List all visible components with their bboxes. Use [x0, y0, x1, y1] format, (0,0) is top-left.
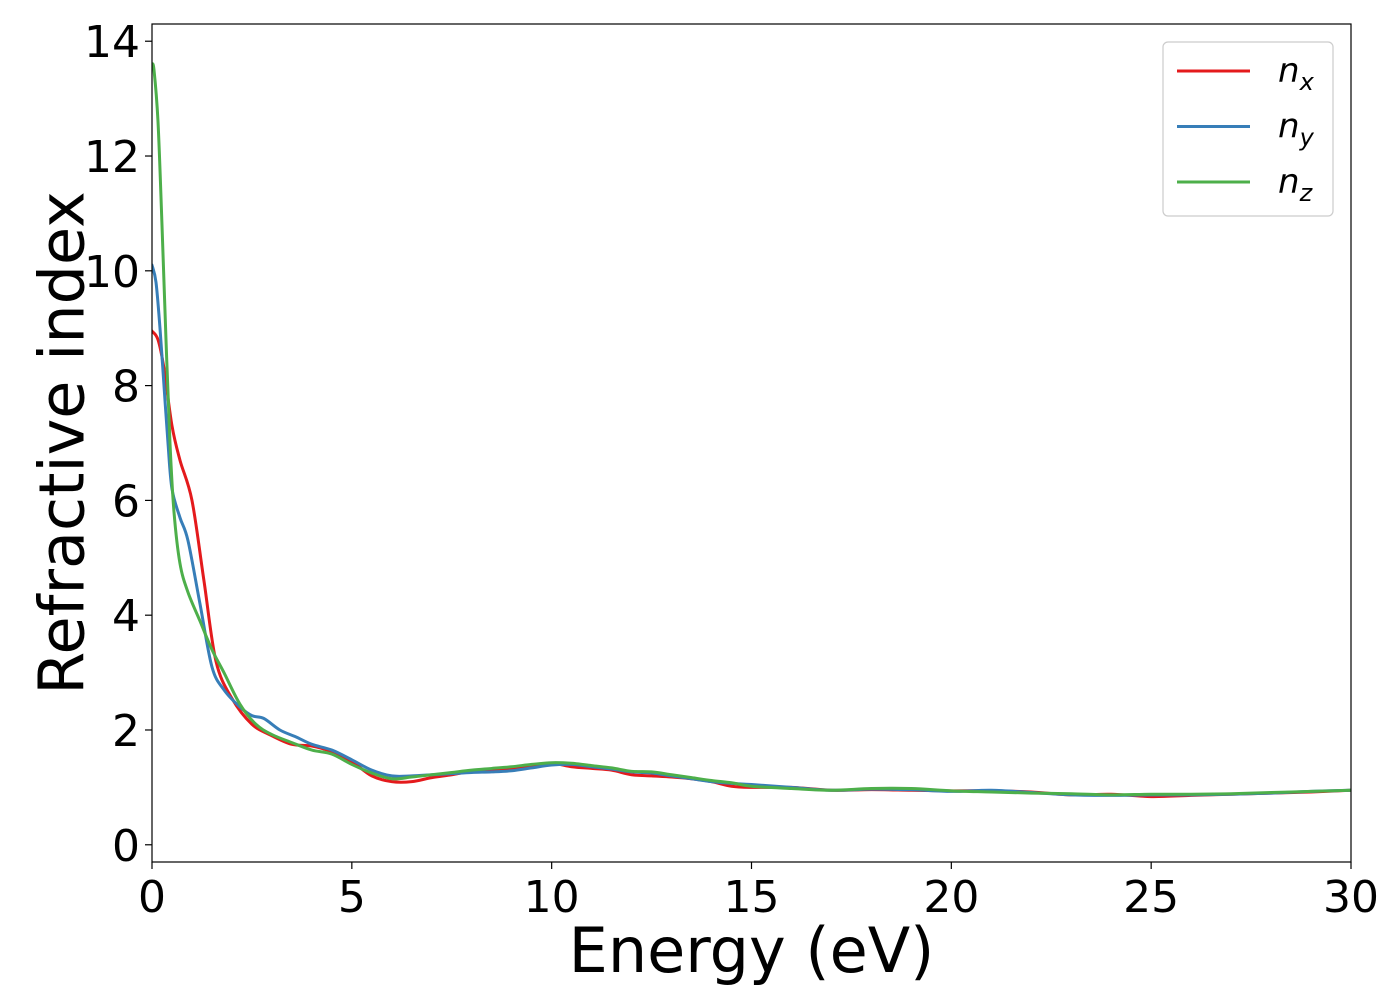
x-tick-label: 30: [1323, 872, 1379, 923]
series-line-n-y: [152, 263, 1351, 797]
y-tick-label: 14: [84, 17, 140, 68]
x-axis-title: Energy (eV): [569, 914, 935, 987]
series-line-n-z: [152, 62, 1351, 797]
y-tick-label: 10: [84, 247, 140, 298]
y-tick-label: 8: [112, 362, 140, 413]
legend: nx ny nz: [1162, 41, 1334, 217]
legend-box: [1162, 41, 1334, 217]
y-tick-label: 2: [112, 706, 140, 757]
y-axis-title: Refractive index: [26, 191, 99, 695]
y-tick-label: 12: [84, 132, 140, 183]
y-axis-ticks: 0 2 4 6 8 10 12 14: [84, 17, 152, 872]
x-tick-label: 10: [524, 872, 580, 923]
x-tick-label: 0: [138, 872, 166, 923]
x-tick-label: 5: [338, 872, 366, 923]
y-tick-label: 6: [112, 476, 140, 527]
legend-label-n-y: ny: [1278, 107, 1315, 152]
series-layer: [152, 62, 1351, 799]
y-tick-label: 4: [112, 591, 140, 642]
x-tick-label: 25: [1123, 872, 1179, 923]
x-tick-label: 20: [923, 872, 979, 923]
legend-label-n-z: nz: [1278, 162, 1314, 207]
x-axis-ticks: 0 5 10 15 20 25 30: [138, 862, 1379, 923]
y-tick-label: 0: [112, 821, 140, 872]
x-tick-label: 15: [724, 872, 780, 923]
series-line-n-x: [152, 329, 1351, 799]
legend-label-n-x: nx: [1278, 51, 1315, 96]
